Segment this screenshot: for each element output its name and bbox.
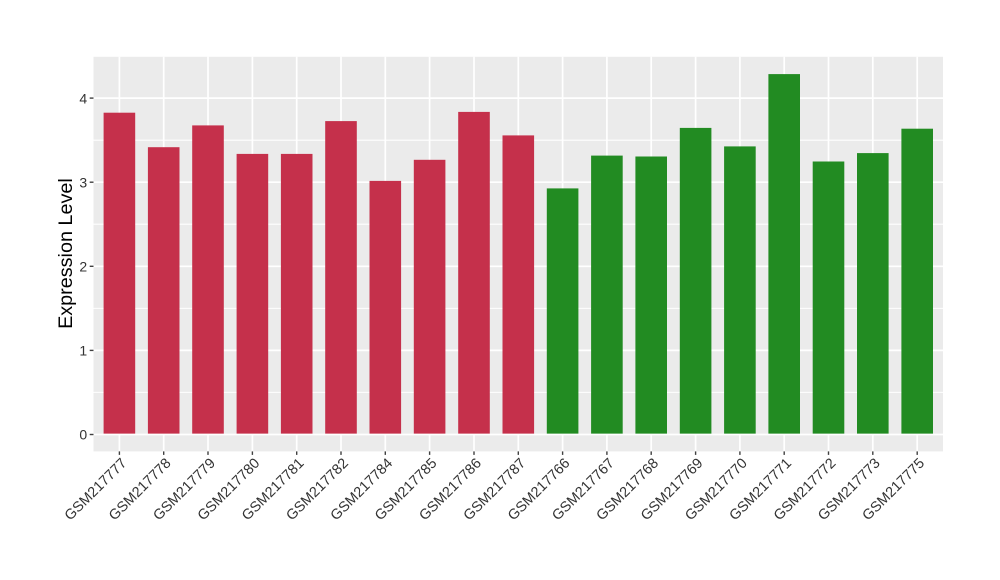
svg-text:0: 0 — [79, 427, 87, 443]
svg-text:4: 4 — [79, 90, 87, 106]
svg-text:1: 1 — [79, 343, 87, 359]
svg-text:2: 2 — [79, 259, 87, 275]
svg-text:Expression Level: Expression Level — [55, 178, 77, 329]
svg-text:3: 3 — [79, 174, 87, 190]
